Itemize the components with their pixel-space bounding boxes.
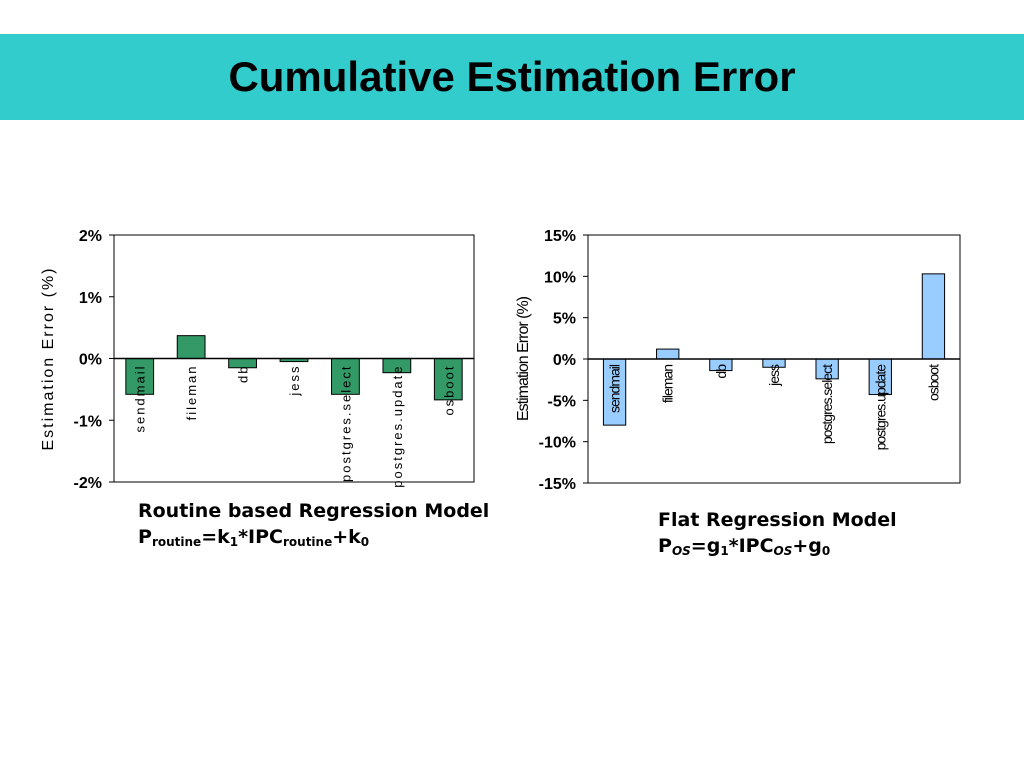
category-label-sendmail: sendmail bbox=[133, 365, 148, 433]
category-label-db: db bbox=[236, 365, 251, 383]
bar-osboot bbox=[921, 273, 946, 360]
y-tick-label: -15% bbox=[539, 476, 576, 493]
category-label-osboot: osboot bbox=[441, 365, 456, 416]
y-axis-title: Estimation Error (%) bbox=[40, 266, 57, 450]
flat-model-caption-title: Flat Regression Model bbox=[658, 509, 897, 531]
y-tick-label: 5% bbox=[553, 311, 576, 328]
y-tick-label: -2% bbox=[74, 475, 102, 492]
slide-title: Cumulative Estimation Error bbox=[228, 53, 796, 100]
flat-model-equation: POS=g1*IPCOS+g0 bbox=[658, 535, 831, 558]
y-tick-label: -1% bbox=[74, 413, 102, 430]
flat-model-caption: Flat Regression Model POS=g1*IPCOS+g0 bbox=[658, 507, 897, 559]
category-label-postgres.update: postgres.update bbox=[390, 365, 405, 488]
y-tick-label: 10% bbox=[544, 269, 576, 286]
category-label-jess: jess bbox=[766, 364, 782, 387]
y-tick-label: 0% bbox=[553, 352, 576, 369]
y-axis-title: Estimation Error (%) bbox=[515, 296, 532, 421]
category-label-fileman: fileman bbox=[184, 365, 199, 421]
routine-model-caption-title: Routine based Regression Model bbox=[138, 500, 490, 522]
bar-postgres.select bbox=[331, 358, 360, 395]
category-label-postgres.select: postgres.select bbox=[338, 365, 353, 482]
bar-osboot bbox=[433, 358, 463, 401]
category-label-fileman: fileman bbox=[660, 365, 676, 403]
routine-model-caption: Routine based Regression Model Proutine=… bbox=[138, 498, 489, 550]
y-tick-label: 1% bbox=[79, 290, 102, 307]
category-label-db: db bbox=[713, 364, 729, 379]
category-label-postgres.update: postgres.update bbox=[872, 364, 888, 451]
y-tick-label: 2% bbox=[79, 228, 102, 245]
category-label-sendmail: sendmail bbox=[607, 364, 623, 413]
category-label-osboot: osboot bbox=[925, 364, 941, 401]
routine-model-equation: Proutine=k1*IPCroutine+k0 bbox=[138, 526, 370, 549]
category-label-postgres.select: postgres.select bbox=[819, 364, 835, 444]
bar-fileman bbox=[656, 348, 680, 360]
y-tick-label: -10% bbox=[539, 435, 576, 452]
title-band: Cumulative Estimation Error bbox=[0, 34, 1024, 120]
y-tick-label: -5% bbox=[548, 393, 576, 410]
y-tick-label: 15% bbox=[544, 228, 576, 245]
category-label-jess: jess bbox=[287, 365, 302, 397]
y-tick-label: 0% bbox=[79, 352, 102, 369]
